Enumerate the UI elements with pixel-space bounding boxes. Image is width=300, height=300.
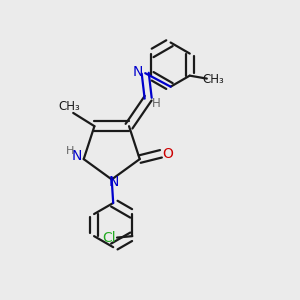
Text: Cl: Cl [103, 231, 116, 244]
Text: N: N [109, 175, 119, 189]
Text: CH₃: CH₃ [58, 100, 80, 113]
Text: H: H [65, 146, 74, 156]
Text: O: O [162, 147, 173, 161]
Text: CH₃: CH₃ [202, 73, 224, 86]
Text: N: N [71, 149, 82, 163]
Text: N: N [133, 65, 143, 79]
Text: H: H [152, 97, 161, 110]
